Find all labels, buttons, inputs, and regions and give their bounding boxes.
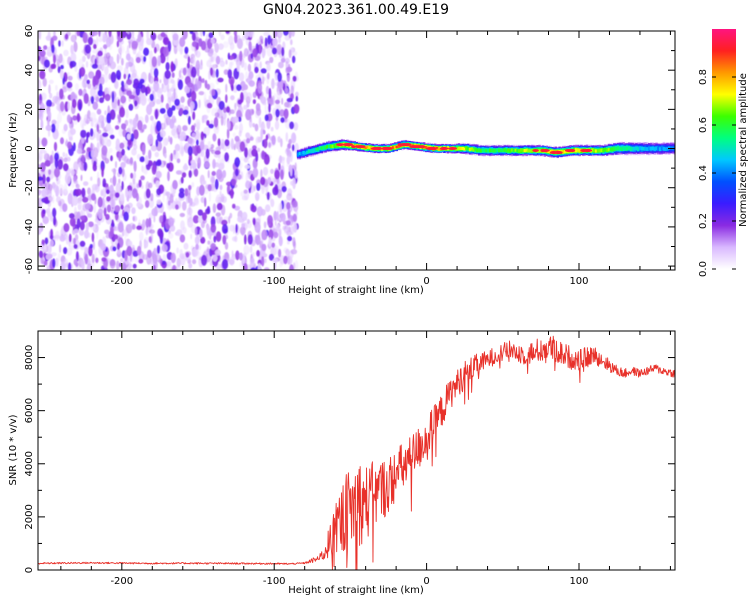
snr-y-tick-label: 4000	[24, 451, 35, 476]
spectrogram-x-tick-labels: -200 -100 0 100	[110, 276, 588, 287]
colorbar-tick-label: 0.6	[698, 117, 709, 133]
snr-x-tick-labels: -200 -100 0 100	[110, 576, 588, 587]
spectrogram-y-tick-labels: -60 -40 -20 0 20 40 60	[24, 25, 35, 275]
spectrogram-y-tick-label: -20	[24, 180, 35, 196]
snr-x-tick-label: -100	[263, 576, 286, 587]
snr-ticks	[38, 330, 675, 571]
snr-y-tick-label: 2000	[24, 504, 35, 529]
spectrogram-y-tick-label: -60	[24, 258, 35, 274]
colorbar: 0.0 0.2 0.4 0.6 0.8 Normalized spectral ampl…	[698, 29, 749, 277]
spectrogram-signal-track	[296, 138, 675, 160]
colorbar-tick-label: 0.4	[698, 165, 709, 181]
figure-title: GN04.2023.361.00.49.E19	[263, 2, 449, 18]
snr-y-tick-label: 0	[24, 567, 35, 573]
spectrogram-y-tick-label: 20	[24, 103, 35, 116]
snr-frame	[37, 330, 676, 571]
colorbar-gradient	[712, 29, 736, 269]
snr-x-tick-label: 100	[569, 576, 588, 587]
snr-x-tick-label: -200	[110, 576, 133, 587]
spectrogram-x-tick-label: -200	[110, 276, 133, 287]
snr-y-axis-label: SNR (10 * v/v)	[8, 414, 19, 485]
snr-series-line	[38, 335, 675, 570]
snr-y-tick-label: 8000	[24, 345, 35, 370]
colorbar-tick-label: 0.0	[698, 261, 709, 277]
spectrogram-x-axis-label: Height of straight line (km)	[288, 285, 424, 296]
colorbar-label: Normalized spectral amplitude	[738, 73, 749, 227]
spectrogram-x-tick-label: 0	[423, 276, 429, 287]
colorbar-tick-label: 0.2	[698, 213, 709, 229]
spectrogram-x-tick-label: 100	[569, 276, 588, 287]
spectrogram-y-tick-label: 40	[24, 64, 35, 77]
snr-y-tick-labels: 0 2000 4000 6000 8000	[24, 345, 35, 573]
spectrogram-x-tick-label: -100	[263, 276, 286, 287]
snr-x-axis-label: Height of straight line (km)	[288, 585, 424, 596]
spectrogram-noise-region	[38, 31, 300, 270]
spectrogram-y-tick-label: -40	[24, 219, 35, 235]
snr-y-tick-label: 6000	[24, 398, 35, 423]
colorbar-tick-label: 0.8	[698, 69, 709, 85]
spectrogram-y-axis-label: Frequency (Hz)	[8, 112, 19, 188]
spectrogram-y-tick-label: 0	[24, 145, 35, 151]
snr-x-tick-label: 0	[423, 576, 429, 587]
colorbar-ticks: 0.0 0.2 0.4 0.6 0.8	[698, 69, 736, 277]
spectrogram-frame	[37, 30, 676, 271]
spectrogram-y-tick-label: 60	[24, 25, 35, 38]
